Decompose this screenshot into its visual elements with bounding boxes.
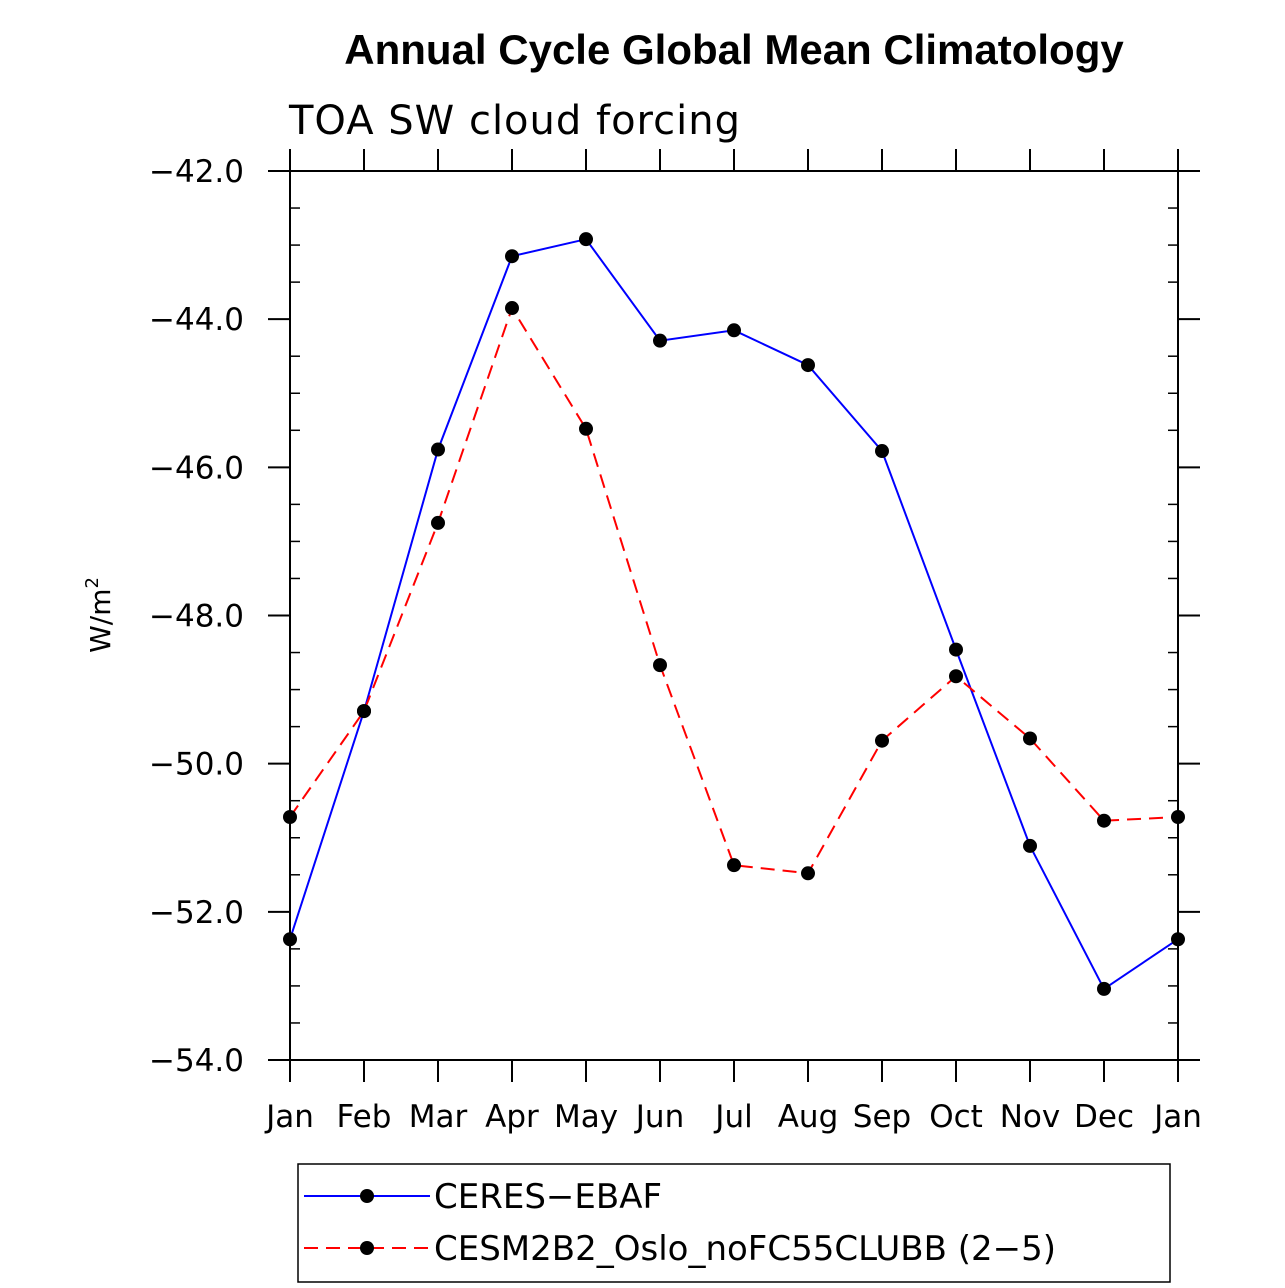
x-tick-label: Nov bbox=[1000, 1099, 1061, 1135]
y-tick-label: −54.0 bbox=[149, 1043, 244, 1079]
x-tick-label: Oct bbox=[929, 1099, 983, 1135]
x-tick-label: Sep bbox=[853, 1099, 911, 1135]
series-1-point bbox=[1097, 981, 1111, 996]
y-axis-label-base: W/m bbox=[84, 589, 117, 653]
series-1-point bbox=[431, 442, 445, 457]
axes: −42.0 −44.0 −46.0 −48.0 −50.0 −52.0 −54.0 Jan Fe… bbox=[149, 149, 1202, 1135]
x-tick-label: Jan bbox=[264, 1099, 314, 1135]
x-tick-label: Apr bbox=[485, 1099, 539, 1135]
y-tick-label: −44.0 bbox=[149, 302, 244, 338]
series-1-point bbox=[1171, 932, 1185, 947]
y-axis-label: W/m2 bbox=[82, 577, 117, 653]
y-tick-label: −48.0 bbox=[149, 599, 244, 635]
series-1-point bbox=[505, 249, 519, 264]
y-tick-label: −50.0 bbox=[149, 747, 244, 783]
series-line-2 bbox=[289, 305, 1179, 875]
series-1-point bbox=[875, 444, 889, 459]
series-layer bbox=[283, 232, 1185, 996]
legend-label-series-2: CESM2B2_Oslo_noFC55CLUBB (2−5) bbox=[434, 1229, 1056, 1269]
chart-title: Annual Cycle Global Mean Climatology bbox=[344, 26, 1124, 73]
series-2-point bbox=[949, 669, 963, 684]
x-tick-label: Dec bbox=[1074, 1099, 1134, 1135]
series-1-point bbox=[283, 932, 297, 947]
y-tick-label: −52.0 bbox=[149, 895, 244, 931]
x-tick-label: Aug bbox=[778, 1099, 839, 1135]
series-1-point bbox=[579, 232, 593, 247]
series-1-point bbox=[1023, 838, 1037, 853]
series-2-point bbox=[357, 704, 371, 719]
series-2-point bbox=[1097, 813, 1111, 828]
x-tick-label: Mar bbox=[409, 1099, 468, 1135]
x-tick-label: Feb bbox=[337, 1099, 392, 1135]
series-2-point bbox=[653, 658, 667, 673]
y-tick-label: −42.0 bbox=[149, 154, 244, 190]
x-tick-label: May bbox=[554, 1099, 618, 1135]
x-tick-label: Jun bbox=[634, 1099, 684, 1135]
x-tick-label: Jan bbox=[1152, 1099, 1202, 1135]
series-1-point bbox=[653, 333, 667, 348]
y-tick-label: −46.0 bbox=[149, 450, 244, 486]
series-1-point bbox=[727, 323, 741, 338]
series-1-point bbox=[949, 642, 963, 657]
legend-marker-series-2 bbox=[360, 1241, 374, 1255]
legend-box bbox=[297, 1163, 1171, 1283]
series-2-point bbox=[1023, 731, 1037, 746]
series-1-point bbox=[801, 358, 815, 373]
chart-subtitle: TOA SW cloud forcing bbox=[288, 98, 741, 144]
series-2-point bbox=[727, 858, 741, 873]
series-2-point bbox=[579, 421, 593, 436]
series-2-point bbox=[283, 810, 297, 825]
legend-marker-series-1 bbox=[360, 1189, 374, 1203]
series-2-point bbox=[875, 733, 889, 748]
series-2-point bbox=[801, 866, 815, 881]
legend-label-series-1: CERES−EBAF bbox=[434, 1177, 662, 1217]
series-line-1 bbox=[289, 238, 1179, 991]
series-2-point bbox=[1171, 810, 1185, 825]
series-2-point bbox=[431, 515, 445, 530]
legend: CERES−EBAF CESM2B2_Oslo_noFC55CLUBB (2−5… bbox=[297, 1163, 1171, 1283]
x-tick-label: Jul bbox=[713, 1099, 752, 1135]
y-axis-label-superscript: 2 bbox=[82, 577, 103, 588]
series-2-point bbox=[505, 301, 519, 316]
